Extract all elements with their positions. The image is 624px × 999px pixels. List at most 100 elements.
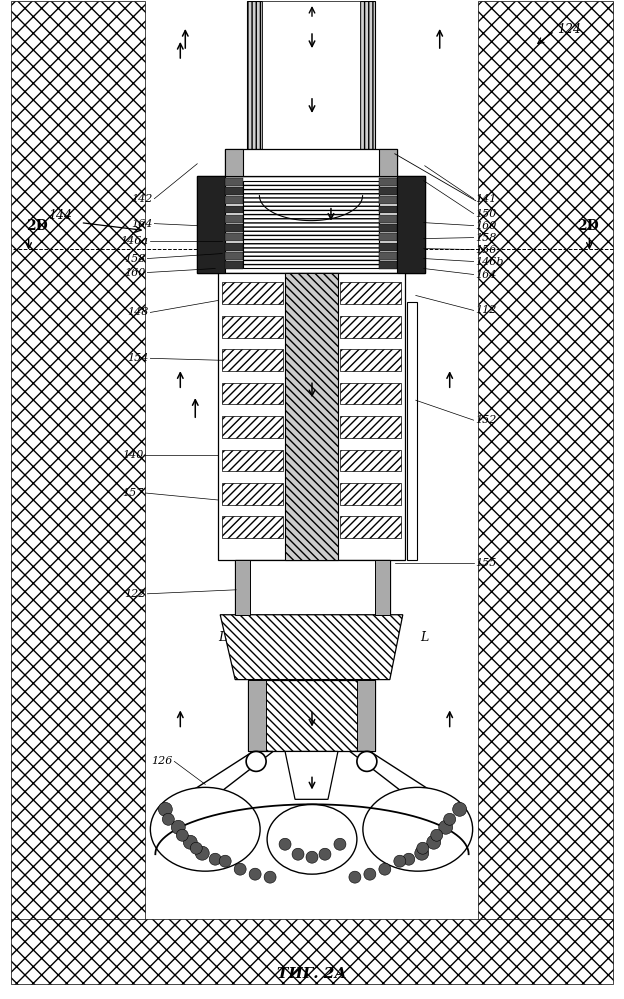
Bar	[379, 224, 397, 232]
Text: 164: 164	[475, 270, 497, 280]
Circle shape	[183, 835, 197, 849]
Bar	[225, 178, 243, 186]
Circle shape	[444, 813, 456, 825]
Text: L: L	[218, 631, 227, 644]
Circle shape	[177, 829, 188, 841]
Bar	[262, 1, 360, 149]
Bar	[477, 1, 613, 939]
Circle shape	[364, 868, 376, 880]
Circle shape	[172, 820, 185, 834]
Text: 144: 144	[49, 209, 72, 222]
Bar	[340, 516, 401, 538]
Bar	[222, 484, 283, 504]
Bar	[222, 316, 283, 338]
Bar	[379, 196, 397, 204]
Text: 142: 142	[131, 194, 152, 204]
Bar	[222, 450, 283, 472]
Bar	[248, 679, 375, 751]
Bar	[222, 417, 283, 438]
Circle shape	[417, 842, 429, 854]
Circle shape	[431, 829, 442, 841]
Text: 156: 156	[475, 245, 497, 255]
Bar	[248, 679, 266, 751]
Polygon shape	[220, 614, 403, 679]
Ellipse shape	[150, 787, 260, 871]
Bar	[11, 919, 613, 984]
Circle shape	[234, 863, 246, 875]
Circle shape	[190, 842, 202, 854]
Text: 141: 141	[475, 194, 497, 204]
Bar	[340, 283, 401, 305]
Bar	[407, 303, 417, 559]
Bar	[225, 261, 243, 269]
Ellipse shape	[363, 787, 472, 871]
Text: 140: 140	[122, 451, 144, 461]
Circle shape	[394, 855, 406, 867]
Text: 112: 112	[475, 306, 497, 316]
Bar	[340, 383, 401, 405]
Bar	[225, 196, 243, 204]
Circle shape	[249, 868, 261, 880]
Bar	[197, 176, 225, 273]
Text: 2D: 2D	[26, 219, 47, 233]
Bar	[222, 516, 283, 538]
Bar	[379, 234, 397, 242]
Bar	[379, 178, 397, 186]
Polygon shape	[155, 751, 273, 819]
Bar	[360, 1, 375, 149]
Bar	[225, 215, 243, 223]
Circle shape	[452, 802, 467, 816]
Text: 122: 122	[124, 588, 145, 598]
Circle shape	[162, 813, 174, 825]
Bar	[379, 187, 397, 195]
Bar	[222, 350, 283, 371]
Bar	[235, 559, 390, 614]
Text: 155: 155	[475, 557, 497, 567]
Circle shape	[279, 838, 291, 850]
Bar	[340, 484, 401, 504]
Circle shape	[439, 820, 452, 834]
Bar	[225, 252, 243, 260]
Bar	[225, 149, 397, 176]
Circle shape	[319, 848, 331, 860]
Circle shape	[306, 851, 318, 863]
Bar	[225, 224, 243, 232]
Bar	[379, 215, 397, 223]
Polygon shape	[155, 804, 469, 854]
Circle shape	[379, 863, 391, 875]
Bar	[235, 559, 250, 614]
Text: 126: 126	[151, 756, 172, 766]
Bar	[357, 679, 375, 751]
Circle shape	[219, 855, 231, 867]
Bar	[340, 350, 401, 371]
Bar	[340, 417, 401, 438]
Text: 146а: 146а	[120, 236, 149, 246]
Bar	[225, 149, 243, 176]
Bar	[379, 243, 397, 251]
Bar	[222, 383, 283, 405]
Text: 164: 164	[131, 219, 152, 229]
Bar	[225, 187, 243, 195]
Text: 124: 124	[557, 23, 582, 36]
Bar	[285, 273, 338, 559]
Circle shape	[349, 871, 361, 883]
Circle shape	[334, 838, 346, 850]
Bar	[379, 252, 397, 260]
Bar	[243, 181, 379, 268]
Text: L: L	[420, 631, 428, 644]
Circle shape	[158, 802, 172, 816]
Bar	[225, 234, 243, 242]
Bar	[222, 283, 283, 305]
Text: 146b: 146b	[475, 257, 504, 267]
Text: 158: 158	[475, 233, 497, 243]
Circle shape	[403, 853, 415, 865]
Ellipse shape	[267, 804, 357, 874]
Text: 160: 160	[124, 268, 145, 278]
Text: 157: 157	[122, 489, 144, 499]
Bar	[218, 273, 405, 559]
Bar	[225, 206, 243, 214]
Polygon shape	[350, 751, 467, 819]
Text: 2D: 2D	[577, 219, 599, 233]
Circle shape	[195, 846, 209, 860]
Circle shape	[415, 846, 429, 860]
